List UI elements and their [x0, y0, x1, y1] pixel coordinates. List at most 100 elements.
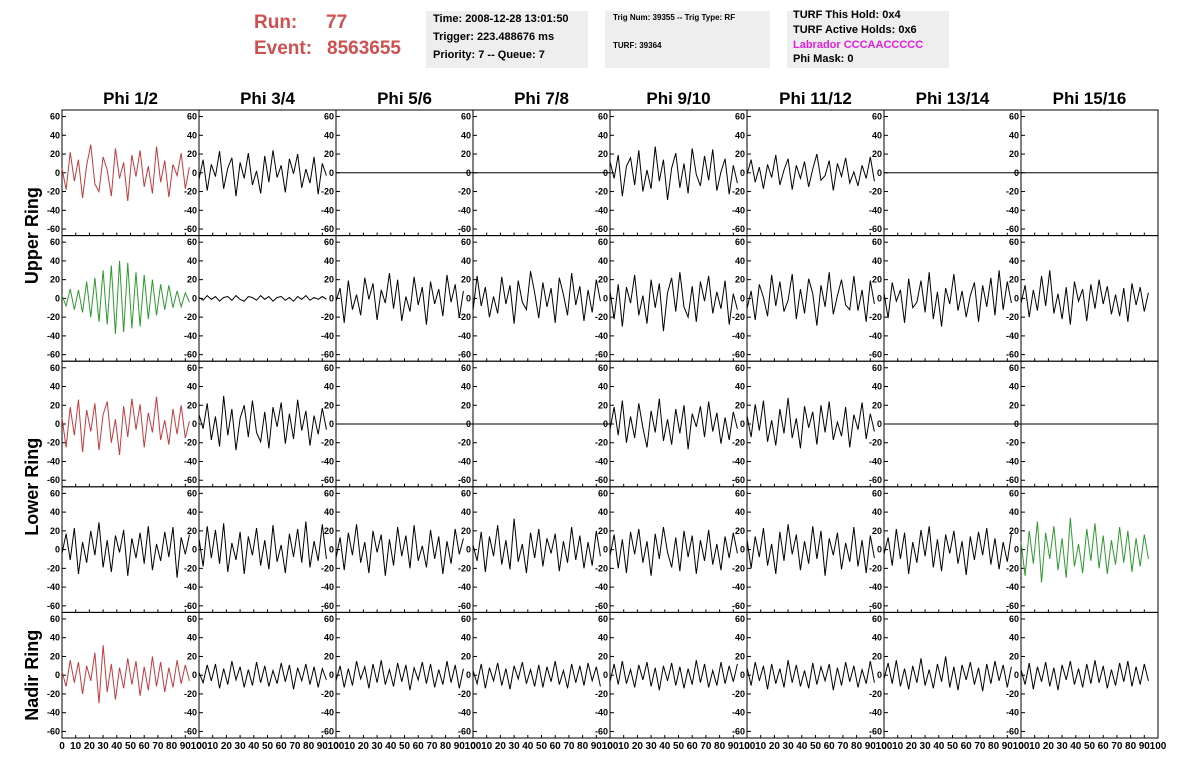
- y-tick-label: 60: [1009, 363, 1019, 373]
- waveform: [746, 397, 875, 449]
- y-tick-label: 0: [877, 168, 882, 178]
- x-tick-label: 10: [481, 741, 493, 752]
- x-tick-label: 70: [426, 741, 438, 752]
- y-tick-label: -20: [184, 563, 197, 573]
- x-tick-label: 40: [111, 741, 123, 752]
- y-tick-label: -20: [1006, 438, 1019, 448]
- y-tick-label: -40: [47, 331, 60, 341]
- panel-frame: [883, 486, 1022, 613]
- x-tick-label: 80: [577, 741, 589, 752]
- y-tick-label: 60: [1009, 112, 1019, 122]
- y-tick-label: 60: [598, 363, 608, 373]
- y-tick-label: 40: [187, 382, 197, 392]
- waveform: [609, 527, 738, 576]
- row-title: Lower Ring: [22, 438, 42, 536]
- x-tick-label: 10: [618, 741, 630, 752]
- event-label: Event:: [254, 38, 313, 59]
- y-tick-label: -60: [458, 601, 471, 611]
- y-tick-label: 0: [603, 168, 608, 178]
- x-tick-label: 20: [906, 741, 918, 752]
- y-tick-label: 0: [603, 545, 608, 555]
- x-tick-label: 70: [289, 741, 301, 752]
- y-tick-label: -20: [732, 563, 745, 573]
- y-tick-label: 0: [192, 419, 197, 429]
- y-tick-label: 0: [466, 545, 471, 555]
- column-title: Phi 11/12: [779, 89, 852, 108]
- y-tick-label: 0: [329, 670, 334, 680]
- waveform: [609, 660, 738, 691]
- y-tick-label: 0: [55, 419, 60, 429]
- y-tick-label: -60: [321, 224, 334, 234]
- y-tick-label: 20: [1009, 400, 1019, 410]
- y-tick-label: 20: [735, 149, 745, 159]
- y-tick-label: 0: [466, 293, 471, 303]
- time-box: [426, 11, 588, 68]
- y-tick-label: 40: [1009, 256, 1019, 266]
- y-tick-label: 60: [735, 112, 745, 122]
- x-tick-label: 80: [851, 741, 863, 752]
- y-tick-label: 0: [740, 293, 745, 303]
- y-tick-label: 20: [324, 526, 334, 536]
- waveform: [61, 396, 190, 455]
- waveform: [335, 660, 464, 691]
- x-tick-label: 50: [399, 741, 411, 752]
- y-tick-label: -40: [321, 708, 334, 718]
- y-tick-label: -40: [732, 708, 745, 718]
- y-tick-label: -40: [47, 205, 60, 215]
- x-tick-label: 80: [988, 741, 1000, 752]
- y-tick-label: 40: [598, 633, 608, 643]
- y-tick-label: 0: [877, 419, 882, 429]
- x-tick-label: 90: [591, 741, 603, 752]
- y-tick-label: 40: [187, 633, 197, 643]
- y-tick-label: -60: [595, 726, 608, 736]
- panel: -60 -40 -20 0 20 40 60: [732, 360, 885, 488]
- y-tick-label: 0: [1014, 293, 1019, 303]
- y-tick-label: 20: [50, 275, 60, 285]
- y-tick-label: 60: [598, 112, 608, 122]
- y-tick-label: 20: [598, 149, 608, 159]
- y-tick-label: 60: [461, 112, 471, 122]
- y-tick-label: 60: [461, 363, 471, 373]
- x-tick-label: 60: [550, 741, 562, 752]
- y-tick-label: 60: [1009, 488, 1019, 498]
- y-tick-label: 0: [192, 545, 197, 555]
- panel: -60 -40 -20 0 20 40 60: [458, 235, 611, 362]
- y-tick-label: -20: [595, 563, 608, 573]
- waveform: [198, 294, 327, 302]
- y-tick-label: 60: [735, 488, 745, 498]
- waveform: [1020, 660, 1149, 691]
- y-tick-label: 20: [324, 400, 334, 410]
- y-tick-label: 40: [324, 130, 334, 140]
- x-tick-label: 100: [1150, 741, 1167, 752]
- y-tick-label: 20: [461, 275, 471, 285]
- x-tick-label: 0: [607, 741, 613, 752]
- y-tick-label: -60: [732, 224, 745, 234]
- panel: -60 -40 -20 0 20 40 60: [321, 109, 474, 237]
- x-tick-label: 30: [920, 741, 932, 752]
- waveform: [609, 272, 738, 332]
- y-tick-label: -20: [184, 689, 197, 699]
- y-tick-label: 0: [55, 670, 60, 680]
- y-tick-label: -40: [1006, 456, 1019, 466]
- y-tick-label: 20: [872, 400, 882, 410]
- y-tick-label: 0: [329, 293, 334, 303]
- y-tick-label: 0: [55, 293, 60, 303]
- y-tick-label: 0: [55, 168, 60, 178]
- y-tick-label: 40: [1009, 507, 1019, 517]
- y-tick-label: 20: [1009, 275, 1019, 285]
- y-tick-label: -20: [1006, 312, 1019, 322]
- x-tick-label: 60: [687, 741, 699, 752]
- y-tick-label: 40: [187, 256, 197, 266]
- y-tick-label: 60: [324, 614, 334, 624]
- turf-hold: TURF This Hold: 0x4: [793, 9, 901, 21]
- y-tick-label: 40: [872, 507, 882, 517]
- y-tick-label: 20: [187, 526, 197, 536]
- y-tick-label: -60: [47, 350, 60, 360]
- y-tick-label: -60: [732, 726, 745, 736]
- y-tick-label: 20: [461, 149, 471, 159]
- y-tick-label: 20: [872, 651, 882, 661]
- y-tick-label: -60: [869, 350, 882, 360]
- y-tick-label: -40: [869, 205, 882, 215]
